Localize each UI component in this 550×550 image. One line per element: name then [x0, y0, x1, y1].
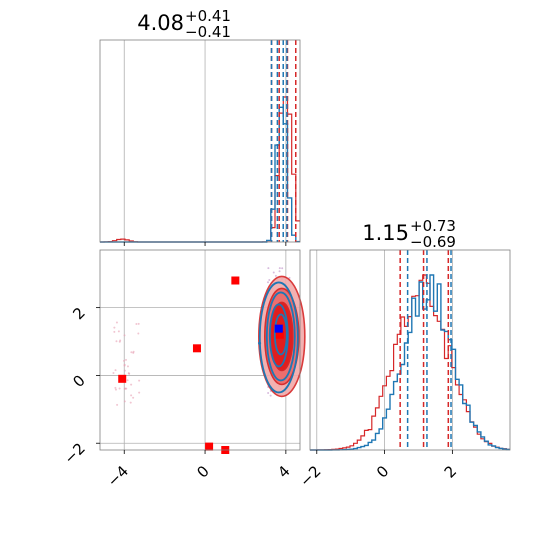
histogram-top: 4.08 +0.41−0.41 — [99, 7, 301, 246]
scatter-point — [117, 330, 120, 333]
scatter-point — [278, 270, 281, 273]
scatter-point — [138, 379, 141, 382]
scatter-point — [278, 267, 281, 270]
scatter-point — [132, 396, 135, 399]
red-square-marker — [205, 442, 214, 451]
series-blue-hist — [100, 106, 300, 243]
contour-blue — [268, 303, 289, 368]
scatter-point — [123, 400, 126, 403]
scatter-point — [116, 403, 119, 406]
histogram-right: −2 0 2 1.15 +0.73−0.69 — [296, 217, 511, 490]
scatter-point — [128, 372, 131, 375]
scatter-point — [281, 267, 284, 270]
scatter-point — [137, 322, 140, 325]
scatter-point — [123, 334, 126, 337]
scatter-point — [138, 391, 141, 394]
y-tick-label: −2 — [60, 439, 88, 467]
x-tick-label: 0 — [193, 462, 212, 481]
scatter-point — [118, 340, 121, 343]
scatter-point — [130, 394, 133, 397]
panel-frame — [99, 39, 301, 243]
contour-blue — [273, 313, 288, 356]
scatter-point — [114, 388, 117, 391]
x-tick-label: 2 — [441, 462, 460, 481]
title-sub: −0.69 — [410, 233, 456, 251]
x-tick-label: −4 — [104, 462, 132, 490]
scatter-point — [269, 394, 272, 397]
scatter-point — [272, 271, 275, 274]
x-tick-label: −2 — [296, 462, 324, 490]
panel-frame — [309, 249, 511, 451]
scatter-point — [115, 340, 118, 343]
series-red-hist — [310, 274, 510, 451]
red-square-marker — [118, 374, 127, 383]
y-tick-label: 2 — [69, 304, 88, 323]
scatter-point — [267, 392, 270, 395]
series-blue-hist — [310, 274, 510, 451]
scatter-point — [135, 322, 138, 325]
scatter-point — [123, 369, 126, 372]
scatter-point — [124, 358, 127, 361]
red-square-marker — [231, 276, 240, 285]
scatter-point — [130, 351, 133, 354]
scatter-point — [126, 365, 129, 368]
scatter-panel: −4 0 4 −2 0 2 — [60, 249, 306, 490]
red-square-marker — [192, 344, 201, 353]
blue-square-marker — [274, 324, 283, 333]
scatter-point — [274, 274, 277, 277]
title-value: 1.15 — [362, 221, 409, 245]
scatter-point — [115, 321, 118, 324]
scatter-point — [113, 326, 116, 329]
scatter-point — [266, 281, 269, 284]
scatter-point — [258, 341, 262, 345]
scatter-point — [124, 387, 127, 390]
title-sup: +0.41 — [185, 7, 231, 25]
scatter-point — [113, 330, 116, 333]
scatter-point — [137, 332, 140, 335]
scatter-point — [267, 267, 270, 270]
x-tick-label: 0 — [373, 462, 392, 481]
scatter-point — [112, 371, 115, 374]
scatter-point — [118, 387, 121, 390]
title-value: 4.08 — [137, 11, 184, 35]
panel-frame — [99, 249, 301, 451]
title-sub: −0.41 — [185, 23, 231, 41]
scatter-point — [122, 359, 125, 362]
scatter-point — [132, 351, 135, 354]
scatter-point — [114, 386, 117, 389]
scatter-point — [268, 278, 271, 281]
x-tick-label: 4 — [274, 462, 293, 481]
red-square-marker — [275, 330, 284, 339]
scatter-point — [126, 379, 129, 382]
scatter-point — [123, 364, 126, 367]
contour-blue — [258, 281, 299, 394]
scatter-point — [114, 369, 117, 372]
series-red-hist — [100, 96, 300, 243]
contour-blue — [265, 291, 296, 382]
scatter-point — [130, 383, 133, 386]
title-sup: +0.73 — [410, 217, 456, 235]
scatter-point — [129, 401, 132, 404]
y-tick-label: 0 — [69, 372, 88, 391]
